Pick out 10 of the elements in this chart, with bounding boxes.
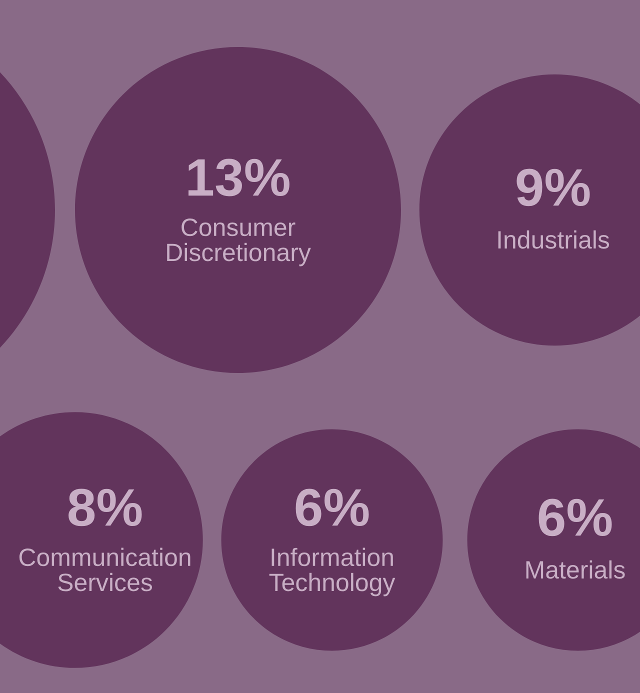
data-label: 13% bbox=[188, 158, 290, 196]
category-label: Consumer Discretionary bbox=[167, 218, 311, 266]
data-label: 6% bbox=[538, 498, 612, 536]
category-label: Industrials bbox=[498, 230, 610, 249]
data-label: 8% bbox=[68, 488, 142, 526]
category-label: Information Technology bbox=[269, 548, 396, 596]
category-label: Materials bbox=[526, 560, 625, 579]
category-label: Communication Services bbox=[19, 548, 190, 592]
data-label: 6% bbox=[296, 488, 369, 526]
data-label: 9% bbox=[516, 168, 590, 206]
